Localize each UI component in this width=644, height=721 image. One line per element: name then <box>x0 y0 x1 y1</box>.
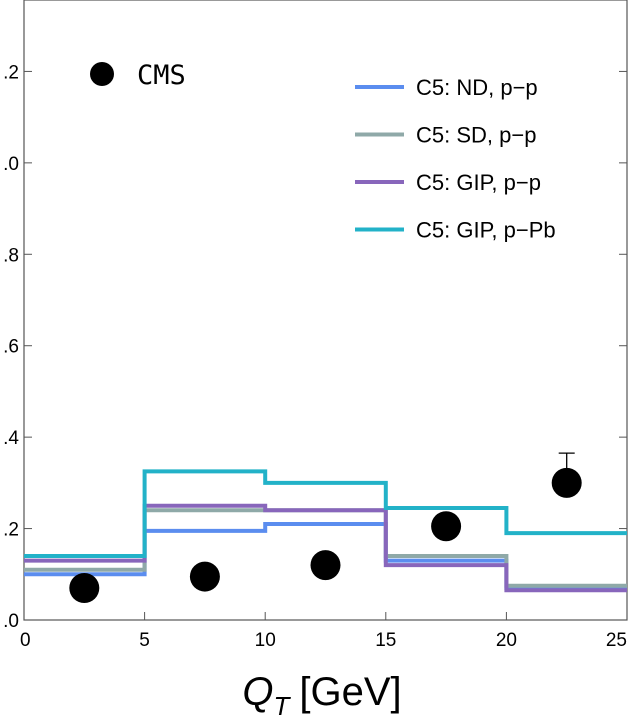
x-axis-label: QT [GeV] <box>242 670 401 721</box>
legend-label: C5: ND, p−p <box>416 75 538 100</box>
y-tick-label: .8 <box>3 245 19 266</box>
data-point <box>431 511 462 542</box>
y-tick-label: .0 <box>3 154 19 175</box>
y-tick-label: .6 <box>3 337 19 358</box>
y-tick-label: .2 <box>3 62 19 83</box>
x-axis-label-subscript: T <box>273 691 291 721</box>
x-tick-label: 0 <box>20 630 31 651</box>
cms-points <box>69 452 582 603</box>
cms-legend: CMS <box>90 60 186 91</box>
data-point <box>310 550 341 581</box>
x-axis-label-symbol: Q <box>242 670 273 714</box>
data-point <box>189 561 220 592</box>
x-tick-label: 25 <box>606 630 627 651</box>
plot-area <box>23 0 628 621</box>
x-tick-label: 15 <box>375 630 396 651</box>
y-axis-ticks: .0.2.4.6.8.0.2.4 <box>3 62 627 632</box>
step-line-3 <box>24 469 627 558</box>
cms-legend-marker <box>90 62 114 86</box>
legend: C5: ND, p−p C5: SD, p−p C5: GIP, p−p C5: GI… <box>355 75 556 243</box>
data-point <box>551 467 582 498</box>
x-tick-label: 10 <box>255 630 276 651</box>
x-axis-ticks: 0 5 10 15 20 25 <box>20 612 628 651</box>
plot-frame <box>23 0 628 621</box>
legend-label: C5: SD, p−p <box>416 123 536 148</box>
x-axis-label-unit: [GeV] <box>299 670 401 714</box>
legend-label: C5: GIP, p−p <box>416 170 541 195</box>
data-point <box>69 573 100 603</box>
x-tick-label: 20 <box>496 630 517 651</box>
y-tick-label: .4 <box>3 428 19 449</box>
x-tick-label: 5 <box>139 630 150 651</box>
step-series <box>24 469 627 593</box>
y-tick-label: .0 <box>3 611 19 632</box>
legend-label: C5: GIP, p−Pb <box>416 218 556 243</box>
y-tick-label: .2 <box>3 520 19 541</box>
cms-legend-label: CMS <box>137 60 186 91</box>
